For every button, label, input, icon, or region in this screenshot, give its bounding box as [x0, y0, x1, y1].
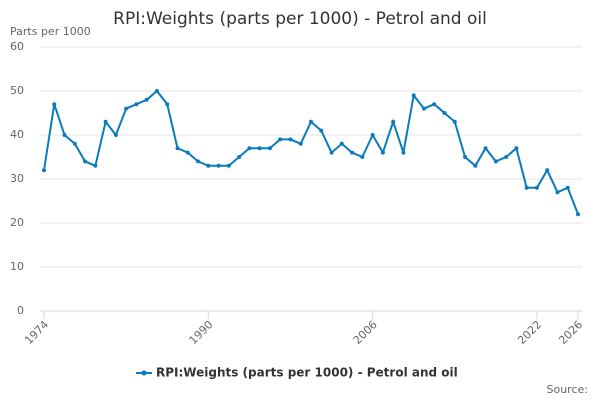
point [504, 155, 509, 159]
source: Source: [547, 383, 589, 396]
point [216, 163, 221, 168]
point [72, 141, 77, 146]
point [401, 150, 406, 155]
point [298, 141, 303, 146]
point [113, 133, 118, 137]
y-tick-label: 60 [10, 40, 24, 53]
point [196, 159, 201, 164]
x-tick-label: 2026 [556, 318, 585, 347]
point [226, 163, 231, 168]
point [555, 190, 560, 195]
point [576, 212, 580, 217]
point [144, 97, 149, 102]
point [93, 163, 98, 168]
point [350, 150, 355, 155]
y-tick-label: 40 [10, 128, 24, 141]
point [524, 185, 529, 190]
point [411, 93, 416, 98]
point [339, 141, 344, 146]
point [175, 146, 180, 151]
x-tick-label: 1990 [187, 318, 216, 347]
legend-label: RPI:Weights (parts per 1000) - Petrol an… [156, 366, 458, 380]
legend-marker [141, 370, 147, 376]
point [380, 150, 385, 155]
x-tick-label: 1974 [22, 318, 51, 347]
y-tick-label: 50 [10, 84, 24, 97]
point [247, 146, 252, 151]
y-tick-label: 30 [10, 172, 24, 185]
point [288, 137, 293, 142]
point [165, 102, 170, 107]
point [421, 106, 426, 111]
chart-title: RPI:Weights (parts per 1000) - Petrol an… [113, 9, 487, 29]
point [124, 106, 129, 111]
point [514, 146, 519, 151]
y-tick-label: 10 [10, 260, 24, 273]
point [185, 150, 190, 155]
point [309, 119, 313, 124]
point [237, 155, 242, 159]
point [493, 159, 498, 164]
point [154, 89, 159, 93]
point [391, 119, 396, 124]
point [52, 102, 57, 107]
point [565, 185, 570, 190]
point [534, 185, 539, 190]
point [134, 102, 139, 107]
y-tick-label: 0 [17, 304, 24, 317]
point [103, 119, 108, 124]
point [452, 119, 457, 124]
point [432, 102, 437, 107]
point [319, 128, 324, 133]
point [83, 159, 88, 164]
point [206, 163, 211, 168]
point [62, 133, 67, 137]
line [43, 89, 579, 215]
point [483, 146, 488, 151]
x-tick-label: 2006 [351, 318, 380, 347]
point [442, 111, 447, 115]
point [473, 163, 478, 168]
point [329, 150, 334, 155]
point [42, 168, 46, 173]
point [278, 137, 283, 142]
point [370, 133, 375, 137]
x-tick-label: 2022 [515, 318, 544, 347]
point [463, 155, 468, 159]
point [360, 155, 365, 159]
y-axis-label: Parts per 1000 [10, 25, 91, 38]
point [257, 146, 262, 151]
point [267, 146, 272, 151]
y-tick-label: 20 [10, 216, 24, 229]
point [545, 168, 550, 173]
